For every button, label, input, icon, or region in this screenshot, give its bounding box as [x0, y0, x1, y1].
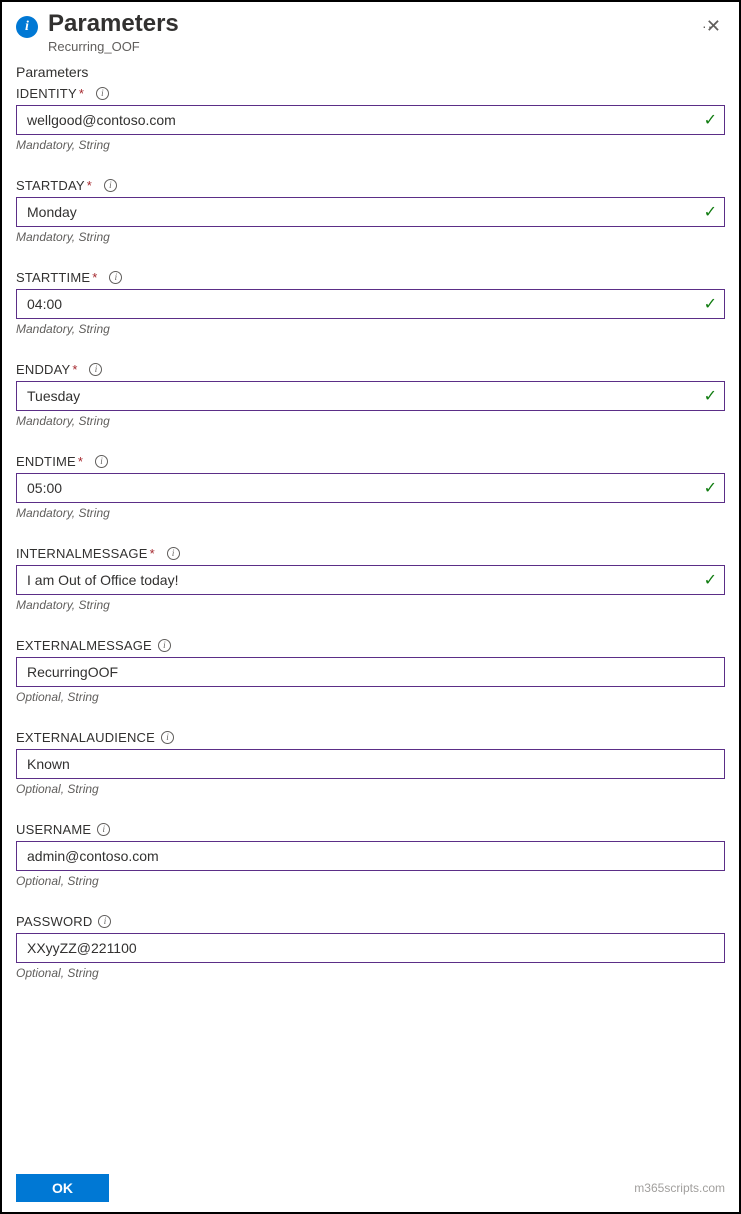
- input-wrapper: [16, 749, 725, 779]
- field-label: INTERNALMESSAGE: [16, 546, 148, 561]
- field-hint: Mandatory, String: [16, 138, 725, 152]
- input-wrapper: ✓: [16, 289, 725, 319]
- field-label: PASSWORD: [16, 914, 92, 929]
- field-password: PASSWORD i Optional, String: [16, 914, 725, 980]
- field-label: STARTTIME: [16, 270, 90, 285]
- close-button[interactable]: ✕: [702, 12, 725, 41]
- page-subtitle: Recurring_OOF: [48, 39, 688, 54]
- required-indicator: *: [150, 546, 155, 561]
- required-indicator: *: [92, 270, 97, 285]
- externalaudience-input[interactable]: [16, 749, 725, 779]
- page-title: Parameters: [48, 10, 688, 39]
- field-label-row: PASSWORD i: [16, 914, 725, 929]
- identity-input[interactable]: [16, 105, 725, 135]
- input-wrapper: ✓: [16, 197, 725, 227]
- field-internalmessage: INTERNALMESSAGE * i ✓ Mandatory, String: [16, 546, 725, 612]
- input-wrapper: ✓: [16, 473, 725, 503]
- field-label-row: EXTERNALMESSAGE i: [16, 638, 725, 653]
- help-icon[interactable]: i: [98, 915, 111, 928]
- help-icon[interactable]: i: [104, 179, 117, 192]
- field-endtime: ENDTIME * i ✓ Mandatory, String: [16, 454, 725, 520]
- field-label: USERNAME: [16, 822, 91, 837]
- field-hint: Optional, String: [16, 782, 725, 796]
- field-hint: Mandatory, String: [16, 598, 725, 612]
- field-label: ENDDAY: [16, 362, 70, 377]
- username-input[interactable]: [16, 841, 725, 871]
- field-endday: ENDDAY * i ✓ Mandatory, String: [16, 362, 725, 428]
- input-wrapper: [16, 933, 725, 963]
- panel-header: i Parameters Recurring_OOF ··· ✕: [2, 2, 739, 54]
- field-hint: Optional, String: [16, 966, 725, 980]
- field-externalmessage: EXTERNALMESSAGE i Optional, String: [16, 638, 725, 704]
- required-indicator: *: [87, 178, 92, 193]
- panel-footer: OK m365scripts.com: [16, 1174, 725, 1202]
- parameters-form: Parameters IDENTITY * i ✓ Mandatory, Str…: [2, 54, 739, 980]
- field-hint: Mandatory, String: [16, 506, 725, 520]
- field-label: STARTDAY: [16, 178, 85, 193]
- field-label: ENDTIME: [16, 454, 76, 469]
- externalmessage-input[interactable]: [16, 657, 725, 687]
- endtime-input[interactable]: [16, 473, 725, 503]
- field-label-row: IDENTITY * i: [16, 86, 725, 101]
- field-hint: Mandatory, String: [16, 322, 725, 336]
- field-label-row: INTERNALMESSAGE * i: [16, 546, 725, 561]
- field-hint: Optional, String: [16, 874, 725, 888]
- info-icon: i: [16, 16, 38, 38]
- field-label: EXTERNALMESSAGE: [16, 638, 152, 653]
- input-wrapper: ✓: [16, 105, 725, 135]
- startday-input[interactable]: [16, 197, 725, 227]
- watermark: m365scripts.com: [634, 1181, 725, 1195]
- help-icon[interactable]: i: [161, 731, 174, 744]
- field-label-row: ENDDAY * i: [16, 362, 725, 377]
- field-label: IDENTITY: [16, 86, 77, 101]
- field-label-row: ENDTIME * i: [16, 454, 725, 469]
- required-indicator: *: [79, 86, 84, 101]
- help-icon[interactable]: i: [95, 455, 108, 468]
- input-wrapper: ✓: [16, 565, 725, 595]
- required-indicator: *: [78, 454, 83, 469]
- field-username: USERNAME i Optional, String: [16, 822, 725, 888]
- field-hint: Mandatory, String: [16, 414, 725, 428]
- field-hint: Optional, String: [16, 690, 725, 704]
- help-icon[interactable]: i: [109, 271, 122, 284]
- field-label: EXTERNALAUDIENCE: [16, 730, 155, 745]
- help-icon[interactable]: i: [97, 823, 110, 836]
- field-identity: IDENTITY * i ✓ Mandatory, String: [16, 86, 725, 152]
- ok-button[interactable]: OK: [16, 1174, 109, 1202]
- field-label-row: EXTERNALAUDIENCE i: [16, 730, 725, 745]
- help-icon[interactable]: i: [158, 639, 171, 652]
- help-icon[interactable]: i: [89, 363, 102, 376]
- field-hint: Mandatory, String: [16, 230, 725, 244]
- starttime-input[interactable]: [16, 289, 725, 319]
- field-label-row: USERNAME i: [16, 822, 725, 837]
- field-starttime: STARTTIME * i ✓ Mandatory, String: [16, 270, 725, 336]
- field-label-row: STARTDAY * i: [16, 178, 725, 193]
- password-input[interactable]: [16, 933, 725, 963]
- field-externalaudience: EXTERNALAUDIENCE i Optional, String: [16, 730, 725, 796]
- field-startday: STARTDAY * i ✓ Mandatory, String: [16, 178, 725, 244]
- required-indicator: *: [72, 362, 77, 377]
- input-wrapper: [16, 657, 725, 687]
- section-label: Parameters: [16, 64, 725, 80]
- help-icon[interactable]: i: [167, 547, 180, 560]
- help-icon[interactable]: i: [96, 87, 109, 100]
- header-text: Parameters Recurring_OOF: [48, 10, 688, 54]
- internalmessage-input[interactable]: [16, 565, 725, 595]
- endday-input[interactable]: [16, 381, 725, 411]
- input-wrapper: [16, 841, 725, 871]
- field-label-row: STARTTIME * i: [16, 270, 725, 285]
- input-wrapper: ✓: [16, 381, 725, 411]
